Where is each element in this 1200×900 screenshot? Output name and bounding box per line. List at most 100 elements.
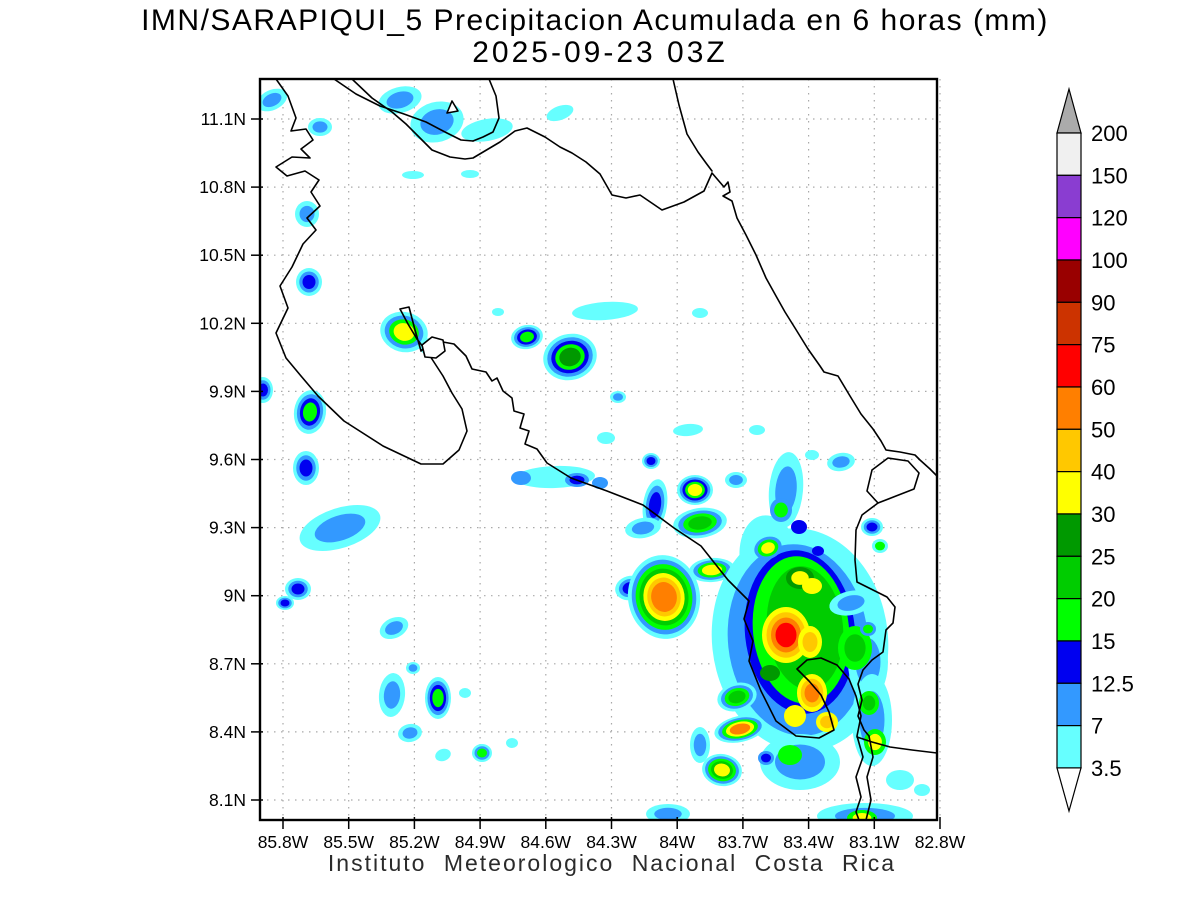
- coastline-burica-line: [865, 735, 874, 820]
- colorbar-label: 30: [1091, 502, 1115, 527]
- precip-cell: [546, 104, 574, 122]
- precip-cell: [702, 753, 742, 787]
- precip-cell: [472, 744, 492, 762]
- precip-blob-level: [461, 170, 479, 178]
- precip-cell: [308, 118, 332, 136]
- lat-tick-label: 9.9N: [209, 381, 246, 401]
- precip-blob-level: [383, 681, 401, 709]
- precip-blob-level: [749, 425, 765, 435]
- precip-cell: [293, 451, 319, 485]
- precip-blob-level: [802, 578, 822, 594]
- precip-shading: [260, 86, 930, 820]
- colorbar-over-arrow: [1056, 86, 1082, 134]
- precip-blob-level: [597, 432, 615, 444]
- precip-blob-level: [402, 171, 424, 179]
- precip-blob-level: [646, 457, 656, 465]
- precip-blob-level: [402, 727, 418, 739]
- footer-caption: Instituto Meteorologico Nacional Costa R…: [327, 850, 897, 876]
- colorbar: [1056, 86, 1082, 814]
- precip-cell: [295, 201, 319, 227]
- precip-cell: [646, 804, 690, 820]
- precip-cell: [749, 425, 765, 435]
- colorbar-box: [1056, 598, 1082, 642]
- precip-blob-level: [420, 109, 454, 135]
- coastline-lake-island: [446, 100, 459, 114]
- precip-cell: [812, 546, 824, 556]
- precip-cell: [402, 171, 424, 179]
- precip-blob-level: [302, 402, 318, 422]
- precip-blob-level: [651, 582, 677, 612]
- precip-cell: [725, 472, 747, 488]
- precip-blob-level: [312, 121, 328, 133]
- precip-cell: [690, 727, 710, 763]
- precip-blob-level: [572, 301, 638, 321]
- precip-blob-level: [761, 542, 775, 554]
- precip-cell: [802, 578, 822, 594]
- precip-cell: [572, 301, 638, 321]
- precip-cell: [689, 557, 735, 583]
- colorbar-label: 120: [1091, 206, 1128, 231]
- coastline-panama-pacific-coast: [856, 736, 937, 754]
- lat-tick-label: 10.2N: [199, 313, 246, 333]
- precip-blob-level: [477, 748, 487, 758]
- lon-tick-label: 85.5W: [323, 832, 374, 852]
- precip-blob-level: [299, 459, 313, 477]
- precip-cell: [791, 520, 807, 534]
- precip-cell: [461, 118, 513, 142]
- colorbar-box: [1056, 471, 1082, 515]
- precip-cell: [692, 308, 708, 318]
- coastline-nicaragua-interior-line: [672, 79, 713, 172]
- precip-blob-level: [728, 690, 746, 704]
- precip-blob-level: [492, 308, 504, 316]
- precip-cell: [299, 504, 381, 552]
- precip-cell: [677, 475, 713, 505]
- page-title: IMN/SARAPIQUI_5 Precipitacion Acumulada …: [141, 4, 1049, 37]
- lat-tick-label: 8.7N: [209, 654, 246, 674]
- colorbar-box: [1056, 725, 1082, 769]
- precip-blob-level: [459, 688, 471, 698]
- precip-blob-level: [778, 745, 802, 765]
- colorbar-label: 3.5: [1091, 756, 1122, 781]
- precip-cell: [642, 453, 660, 469]
- coastline-chira-island: [421, 336, 446, 359]
- colorbar-label: 60: [1091, 375, 1115, 400]
- precip-blob-level: [729, 475, 743, 485]
- precip-cell: [784, 705, 806, 727]
- precip-cell: [805, 450, 819, 460]
- colorbar-box: [1056, 344, 1082, 388]
- precip-blob-level: [852, 813, 872, 820]
- precip-blob-level: [393, 323, 415, 341]
- colorbar-box: [1056, 682, 1082, 727]
- precip-blob-level: [511, 471, 531, 485]
- precip-blob-level: [299, 205, 315, 223]
- precip-blob-level: [314, 513, 366, 543]
- precip-cell: [459, 688, 471, 698]
- precip-blob-level: [546, 104, 574, 122]
- colorbar-label: 75: [1091, 333, 1115, 358]
- precip-blob-level: [461, 118, 513, 142]
- precip-blob-level: [673, 423, 703, 437]
- colorbar-label: 40: [1091, 460, 1115, 485]
- precip-blob-level: [592, 477, 608, 489]
- coastline-nicaragua-border-caribbean-coast: [351, 79, 937, 477]
- lon-tick-label: 82.8W: [915, 832, 966, 852]
- precip-blob-level: [654, 807, 682, 820]
- precip-cell: [758, 751, 774, 765]
- colorbar-label: 20: [1091, 587, 1115, 612]
- precip-blob-level: [262, 92, 282, 108]
- precip-blob-level: [774, 502, 788, 518]
- lon-tick-label: 84.3W: [586, 832, 637, 852]
- precip-blob-level: [805, 450, 819, 460]
- lon-tick-label: 83.7W: [718, 832, 769, 852]
- precip-cell: [872, 539, 888, 553]
- precip-cell: [717, 682, 757, 712]
- precip-blob-level: [784, 705, 806, 727]
- coastline-lake-nicaragua-east-branch: [472, 79, 500, 142]
- precip-blob-level: [688, 516, 712, 530]
- colorbar-labels: 200 150 120 100 90 75 60 50 40 30 25 20 15 12.5 7 3.5: [1091, 121, 1134, 781]
- precip-cell: [592, 477, 608, 489]
- precip-blob-level: [802, 632, 818, 652]
- precip-blob-level: [385, 621, 403, 635]
- precip-blob-level: [291, 583, 305, 595]
